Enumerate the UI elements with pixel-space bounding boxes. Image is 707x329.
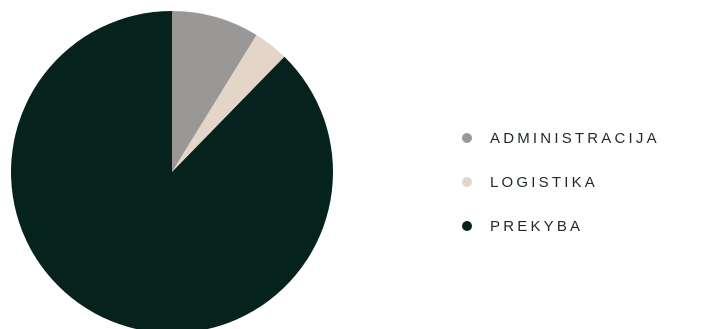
legend-marker-administracija — [462, 133, 472, 143]
legend-item-prekyba: PREKYBA — [462, 204, 702, 248]
legend-item-administracija: ADMINISTRACIJA — [462, 116, 702, 160]
legend-marker-logistika — [462, 177, 472, 187]
pie-slice-administracija — [172, 11, 257, 172]
legend-item-logistika: LOGISTIKA — [462, 160, 702, 204]
legend-marker-prekyba — [462, 221, 472, 231]
legend-label-prekyba: PREKYBA — [490, 217, 584, 235]
legend-label-logistika: LOGISTIKA — [490, 173, 598, 191]
chart-legend: ADMINISTRACIJA LOGISTIKA PREKYBA — [462, 116, 702, 248]
pie-slice-logistika — [172, 34, 285, 172]
legend-label-administracija: ADMINISTRACIJA — [490, 129, 660, 147]
pie-slice-prekyba — [11, 11, 333, 329]
pie-slices — [11, 11, 333, 329]
